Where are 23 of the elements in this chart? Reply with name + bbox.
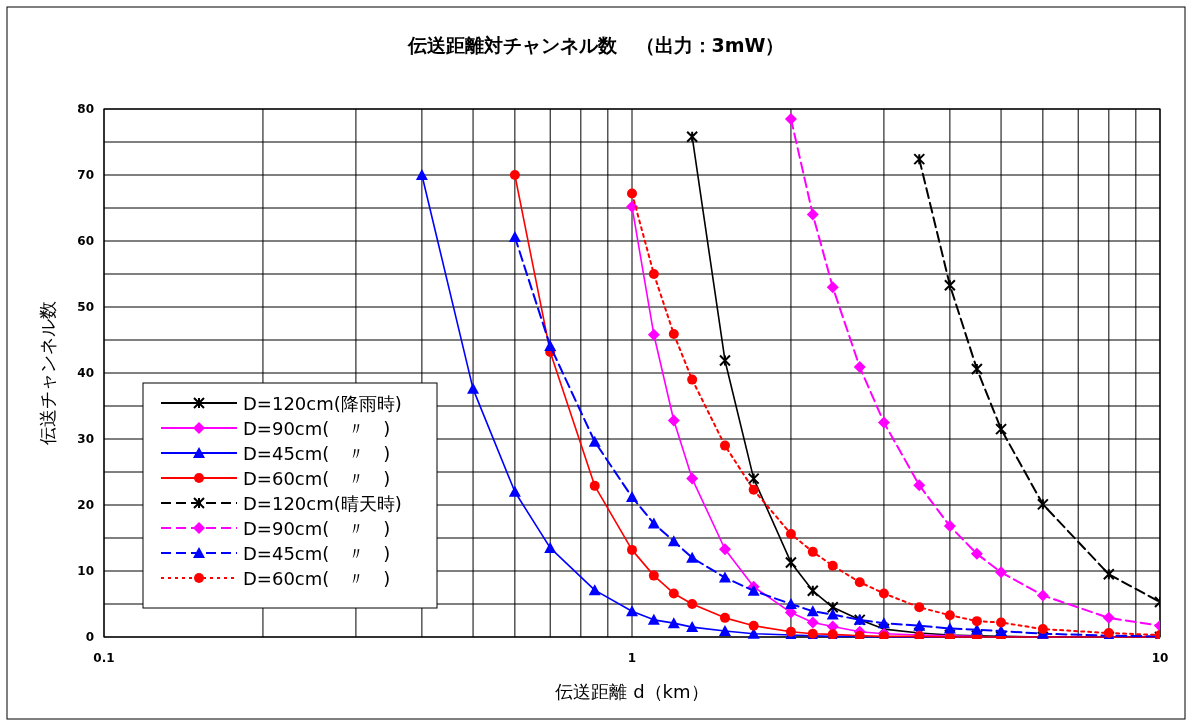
legend-label: D=45cm( 〃 ) bbox=[243, 543, 391, 564]
y-tick-label: 60 bbox=[77, 234, 94, 248]
y-tick-label: 80 bbox=[77, 102, 94, 116]
legend-label: D=90cm( 〃 ) bbox=[243, 518, 391, 539]
y-tick-label: 40 bbox=[77, 366, 94, 380]
x-tick-label: 0.1 bbox=[93, 651, 115, 665]
y-tick-label: 20 bbox=[77, 498, 94, 512]
legend-label: D=120cm(降雨時) bbox=[243, 393, 402, 414]
legend-label: D=90cm( 〃 ) bbox=[243, 418, 391, 439]
x-tick-label: 10 bbox=[1151, 651, 1169, 665]
legend-label: D=60cm( 〃 ) bbox=[243, 568, 391, 589]
y-tick-label: 10 bbox=[77, 564, 94, 578]
x-axis-title: 伝送距離 d（km） bbox=[555, 681, 709, 702]
y-tick-label: 0 bbox=[85, 630, 94, 644]
x-tick-label: 1 bbox=[627, 651, 637, 665]
y-tick-label: 50 bbox=[77, 300, 94, 314]
legend-label: D=60cm( 〃 ) bbox=[243, 468, 391, 489]
y-tick-label: 70 bbox=[77, 168, 94, 182]
chart-title: 伝送距離対チャンネル数 （出力：3mW） bbox=[406, 34, 785, 56]
y-axis-title: 伝送チャンネル数 bbox=[37, 301, 58, 445]
legend-label: D=120cm(晴天時) bbox=[243, 493, 402, 514]
legend-label: D=45cm( 〃 ) bbox=[243, 443, 391, 464]
y-tick-label: 30 bbox=[77, 432, 94, 446]
